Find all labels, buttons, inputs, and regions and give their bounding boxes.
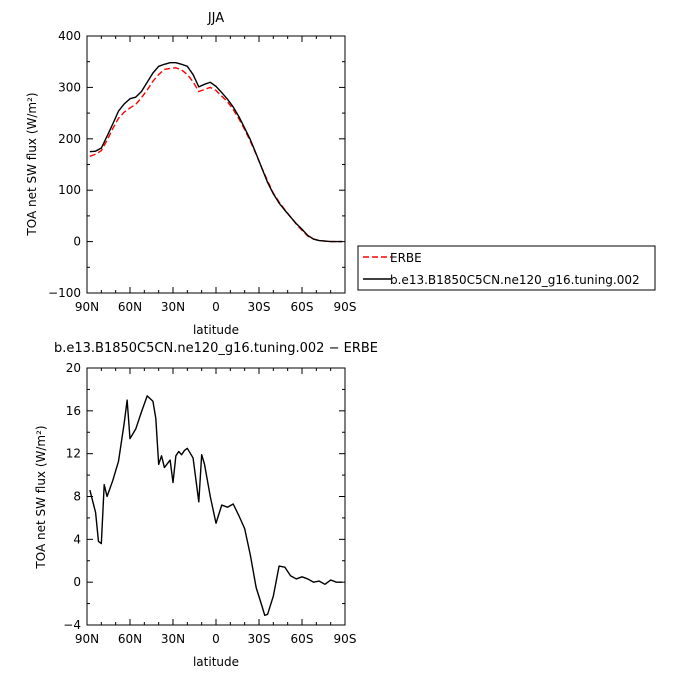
top-chart-title: JJA xyxy=(207,11,224,26)
bottom-xtick-label: 60N xyxy=(118,632,142,646)
top-ytick-label: 400 xyxy=(58,29,81,43)
top-xtick-label: 30S xyxy=(248,300,271,314)
legend-box xyxy=(357,245,656,291)
top-series-line-0 xyxy=(89,67,343,243)
top-ytick-label: 0 xyxy=(73,235,81,249)
bottom-chart-title: b.e13.B1850C5CN.ne120_g16.tuning.002 − E… xyxy=(54,341,378,356)
top-ytick-label: 300 xyxy=(58,80,81,94)
bottom-xtick-label: 90S xyxy=(334,632,357,646)
legend: ERBE b.e13.B1850C5CN.ne120_g16.tuning.00… xyxy=(357,245,656,291)
bottom-ytick-label: 0 xyxy=(73,575,81,589)
bottom-xtick-label: 0 xyxy=(212,632,220,646)
top-xtick-label: 0 xyxy=(212,300,220,314)
bottom-axis-ticks: 90N 60N 30N 0 30S 60S 90S −4 0 4 8 12 16 20 xyxy=(63,361,356,646)
bottom-panel: b.e13.B1850C5CN.ne120_g16.tuning.002 − E… xyxy=(34,341,378,669)
bottom-series-group xyxy=(89,395,343,617)
bottom-x-axis-label: latitude xyxy=(193,655,239,669)
bottom-xtick-label: 60S xyxy=(291,632,314,646)
top-series-line-1 xyxy=(89,62,343,243)
legend-label-model: b.e13.B1850C5CN.ne120_g16.tuning.002 xyxy=(390,273,640,287)
bottom-series-line-0 xyxy=(89,395,343,617)
top-ytick-label: 100 xyxy=(58,183,81,197)
bottom-y-axis-label: TOA net SW flux (W/m²) xyxy=(34,425,48,569)
bottom-ytick-label: 16 xyxy=(66,404,81,418)
top-ytick-label: 200 xyxy=(58,132,81,146)
bottom-ytick-label: 4 xyxy=(73,532,81,546)
bottom-ytick-label: 8 xyxy=(73,490,81,504)
top-xtick-label: 90S xyxy=(334,300,357,314)
top-axis-ticks: 90N 60N 30N 0 30S 60S 90S −100 0 100 200 300 400 xyxy=(48,29,356,314)
bottom-xtick-label: 90N xyxy=(75,632,99,646)
top-series-group xyxy=(89,62,343,243)
bottom-xtick-label: 30N xyxy=(161,632,185,646)
legend-label-erbe: ERBE xyxy=(390,251,422,265)
top-xtick-label: 60S xyxy=(291,300,314,314)
top-y-axis-label: TOA net SW flux (W/m²) xyxy=(25,92,39,236)
top-xtick-label: 30N xyxy=(161,300,185,314)
bottom-ytick-label: −4 xyxy=(63,618,81,632)
top-x-axis-label: latitude xyxy=(193,323,239,337)
top-xtick-label: 60N xyxy=(118,300,142,314)
bottom-xtick-label: 30S xyxy=(248,632,271,646)
top-xtick-label: 90N xyxy=(75,300,99,314)
bottom-ytick-label: 20 xyxy=(66,361,81,375)
top-ytick-label: −100 xyxy=(48,286,81,300)
top-panel: JJA TOA net SW flux (W/m²) latitude 90N 6… xyxy=(25,11,356,337)
top-plot-frame xyxy=(86,35,346,294)
bottom-ytick-label: 12 xyxy=(66,447,81,461)
bottom-plot-frame xyxy=(86,367,346,626)
